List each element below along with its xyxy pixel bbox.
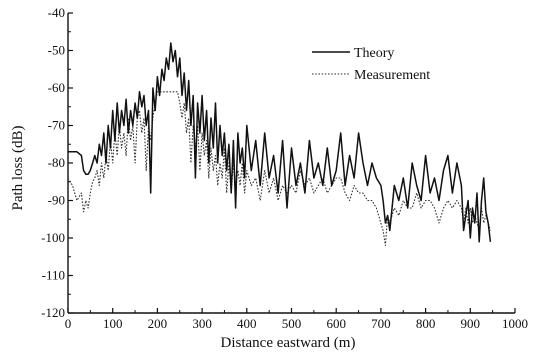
legend-label-theory: Theory [354, 46, 394, 61]
y-tick-label: -50 [48, 43, 65, 58]
y-tick-label: -70 [48, 118, 65, 133]
x-axis-title: Distance eastward (m) [221, 335, 356, 351]
x-tick-label: 100 [103, 316, 123, 331]
legend: Theory Measurement [312, 46, 430, 83]
axes: 0 100 200 300 400 500 600 700 800 900 1000 -40 -50 -6… [41, 5, 528, 331]
y-tick-label: -120 [41, 305, 65, 320]
x-tick-label: 300 [192, 316, 212, 331]
x-tick-label: 700 [371, 316, 391, 331]
y-tick-label: -80 [48, 155, 65, 170]
legend-label-measurement: Measurement [354, 68, 430, 83]
x-tick-label: 600 [326, 316, 346, 331]
x-tick-label: 0 [65, 316, 72, 331]
x-tick-label: 800 [416, 316, 436, 331]
y-tick-label: -110 [42, 268, 65, 283]
series-line-theory [68, 42, 492, 243]
y-tick-label: -60 [48, 80, 65, 95]
x-tick-label: 200 [148, 316, 168, 331]
y-axis-title: Path loss (dB) [10, 125, 26, 210]
x-tick-label: 1000 [502, 316, 528, 331]
y-tick-label: -100 [41, 230, 65, 245]
x-tick-label: 400 [237, 316, 257, 331]
y-tick-label: -90 [48, 193, 65, 208]
x-tick-label: 900 [461, 316, 481, 331]
series-layer [67, 42, 492, 247]
y-tick-label: -40 [48, 5, 65, 20]
x-tick-label: 500 [282, 316, 302, 331]
